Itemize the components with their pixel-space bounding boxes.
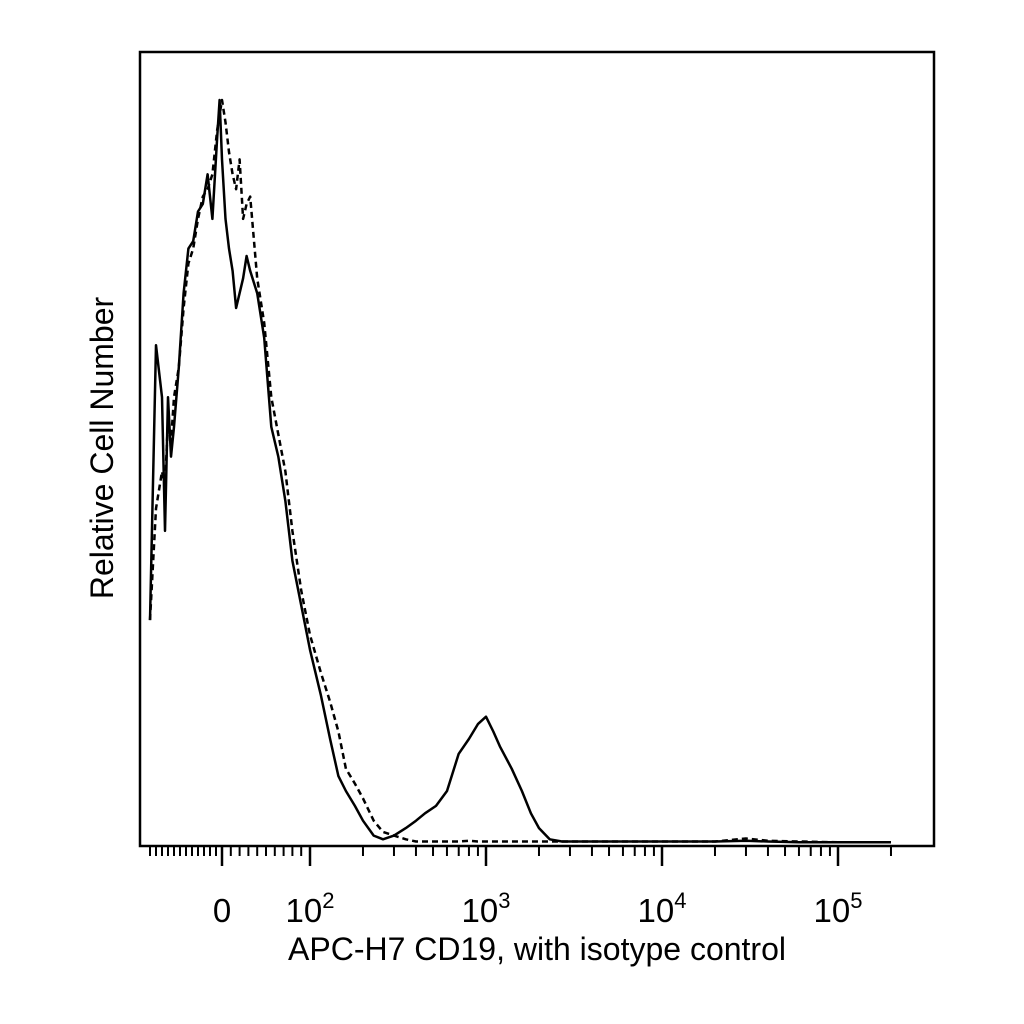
y-axis-label: Relative Cell Number (84, 296, 120, 599)
x-axis-label: APC-H7 CD19, with isotype control (288, 931, 786, 967)
x-tick-label: 105 (814, 888, 863, 929)
x-axis-major-ticks (220, 846, 840, 866)
x-tick-label: 104 (638, 888, 687, 929)
plot-frame (138, 50, 936, 848)
isotype-control-line (148, 98, 891, 844)
x-tick-label: 103 (462, 888, 511, 929)
x-tick-labels: 0 102 103 104 105 (213, 888, 863, 929)
series-layer (148, 98, 891, 844)
x-axis-minor-ticks (149, 846, 892, 856)
x-tick-label: 102 (286, 888, 335, 929)
x-tick-label: 0 (213, 892, 231, 929)
